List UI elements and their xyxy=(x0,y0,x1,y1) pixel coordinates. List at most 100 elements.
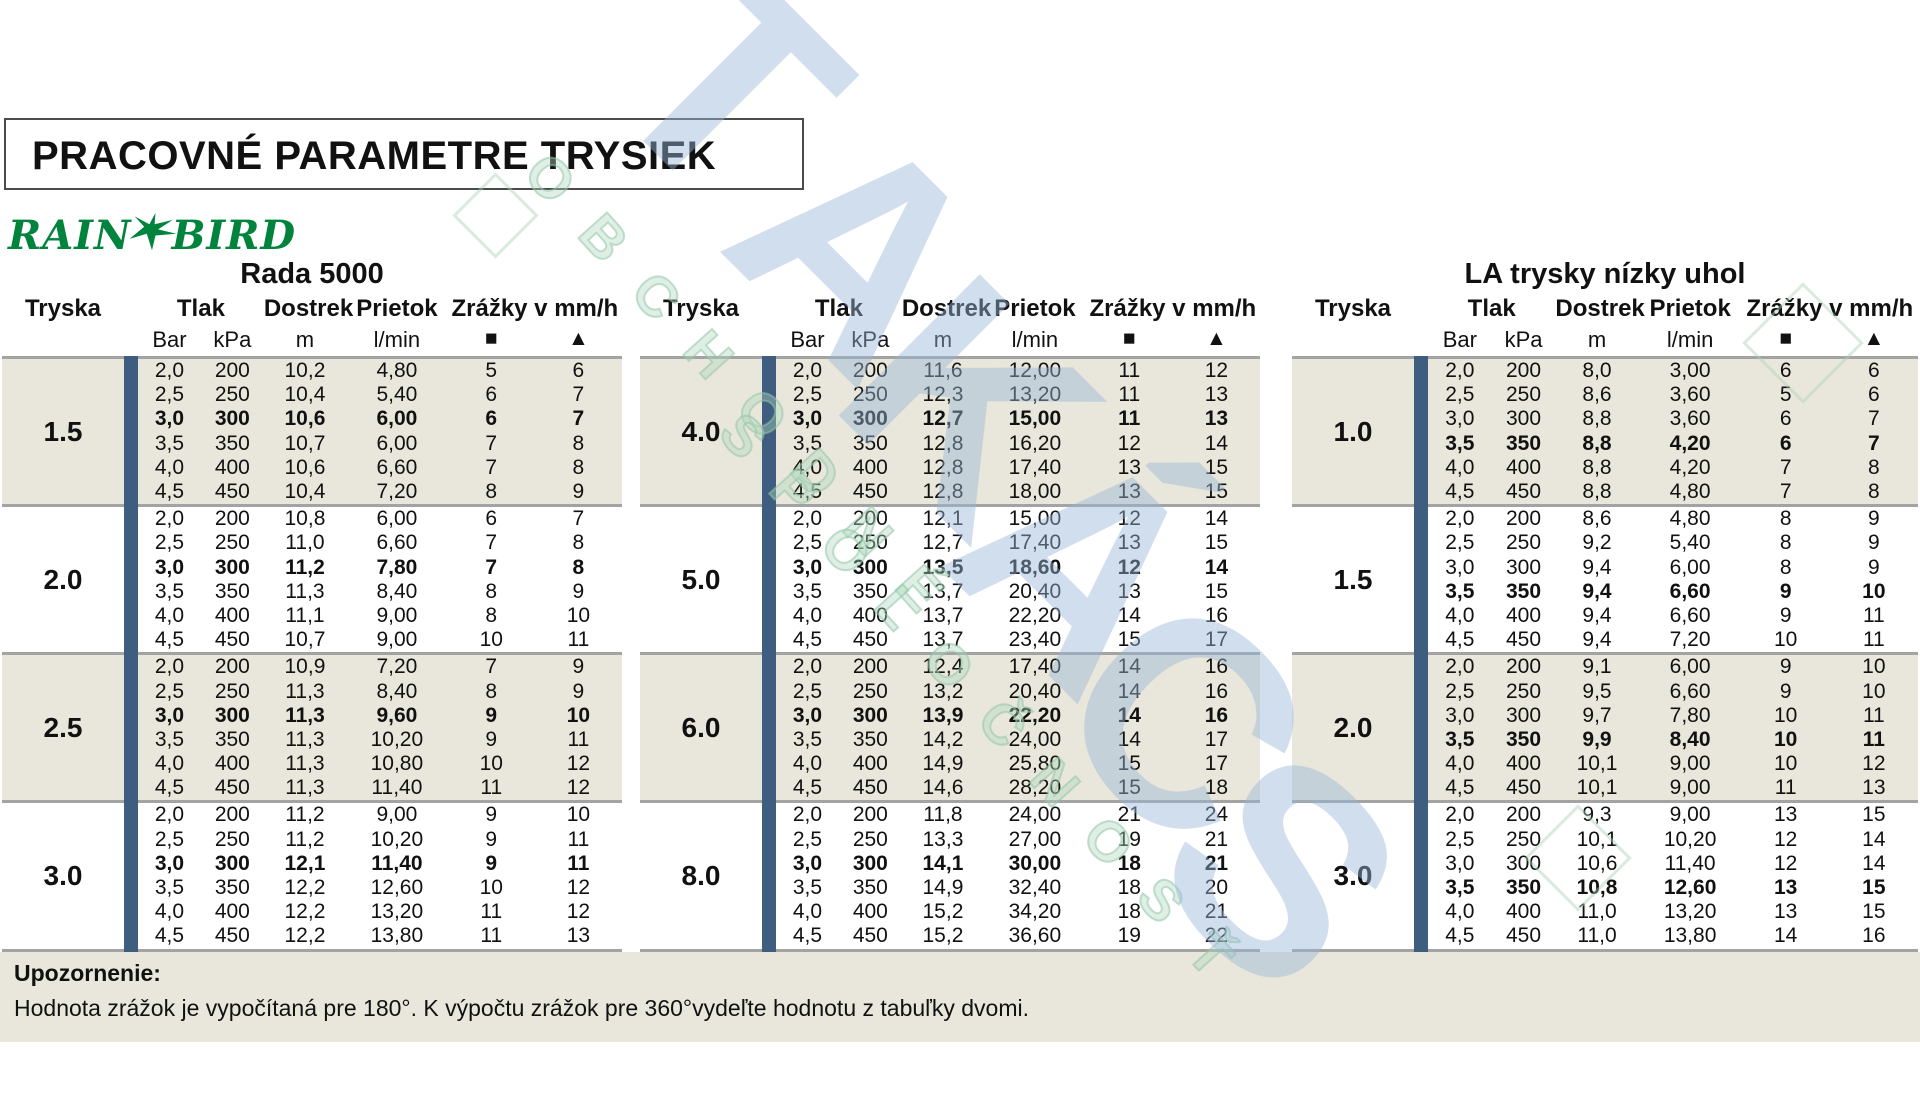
cell-zrazky-triangle: 10 xyxy=(566,603,591,627)
cell-bar: 4,5 xyxy=(154,776,185,800)
cell-bar: 3,0 xyxy=(792,703,823,727)
cell-dostrek-m: 12,1 xyxy=(922,507,964,531)
cell-prietok-lmin: 27,00 xyxy=(1008,827,1062,851)
col-header-zrazky: Zrážky v mm/h xyxy=(1746,295,1914,322)
cell-dostrek-m: 11,3 xyxy=(285,679,325,703)
cell-kpa: 400 xyxy=(214,603,250,627)
cell-zrazky-square: 8 xyxy=(1779,507,1792,531)
cell-dostrek-m: 10,1 xyxy=(1576,776,1618,800)
cell-zrazky-triangle: 14 xyxy=(1204,507,1229,531)
cell-kpa: 350 xyxy=(852,876,888,900)
cell-dostrek-m: 10,4 xyxy=(284,480,326,504)
cell-zrazky-square: 6 xyxy=(485,383,498,407)
cell-bar: 2,0 xyxy=(154,507,185,531)
cell-kpa: 400 xyxy=(852,900,888,924)
cell-zrazky-triangle: 13 xyxy=(566,924,591,948)
cell-zrazky-triangle: 8 xyxy=(1868,480,1880,504)
table-row: 4,5 450 11,0 13,80 14 16 xyxy=(1428,924,1918,948)
subheader-data-columns: Bar kPa m l/min ■ ▲ xyxy=(138,327,622,353)
table-row: 4,0 400 8,8 4,20 7 8 xyxy=(1428,456,1918,480)
table-row: 3,5 350 10,7 6,00 7 8 xyxy=(138,432,622,456)
cell-prietok-lmin: 25,80 xyxy=(1008,752,1062,776)
cell-kpa: 200 xyxy=(1506,507,1542,531)
cell-kpa: 300 xyxy=(214,703,250,727)
cell-zrazky-triangle: 14 xyxy=(1204,431,1229,455)
cell-prietok-lmin: 22,20 xyxy=(1008,603,1062,627)
cell-bar: 3,0 xyxy=(154,555,185,579)
table-row: 2,5 250 13,2 20,40 14 16 xyxy=(776,679,1260,703)
ptable-1: Tryska Tlak Dostrek Prietok Zrážky v mm/h Bar… xyxy=(640,258,1260,952)
cell-dostrek-m: 10,1 xyxy=(1576,752,1618,776)
cell-bar: 2,0 xyxy=(154,655,185,679)
cell-bar: 3,0 xyxy=(154,407,185,431)
cell-bar: 2,5 xyxy=(154,827,185,851)
cell-dostrek-m: 9,3 xyxy=(1582,803,1612,827)
cell-bar: 2,5 xyxy=(792,531,823,555)
cell-bar: 2,0 xyxy=(1445,359,1475,383)
cell-prietok-lmin: 3,60 xyxy=(1669,383,1711,407)
cell-dostrek-m: 11,8 xyxy=(923,803,963,827)
group-rows: 2,0 200 10,2 4,80 5 6 2,5 250 10,4 5,40 6 7 3,0 300 10… xyxy=(138,359,622,504)
cell-dostrek-m: 9,9 xyxy=(1582,727,1612,751)
cell-kpa: 450 xyxy=(1506,776,1542,800)
cell-dostrek-m: 15,2 xyxy=(922,924,964,948)
cell-bar: 3,5 xyxy=(1445,579,1475,603)
cell-kpa: 400 xyxy=(1506,900,1542,924)
cell-prietok-lmin: 4,20 xyxy=(1669,431,1711,455)
cell-bar: 4,5 xyxy=(154,628,185,652)
cell-bar: 4,0 xyxy=(792,752,823,776)
cell-bar: 2,5 xyxy=(1445,827,1475,851)
cell-zrazky-square: 10 xyxy=(1773,752,1798,776)
cell-bar: 3,5 xyxy=(792,876,823,900)
cell-prietok-lmin: 17,40 xyxy=(1008,655,1062,679)
cell-zrazky-square: 15 xyxy=(1117,752,1141,776)
col-header-dostrek: Dostrek xyxy=(263,295,354,322)
nozzle-size-label: 1.0 xyxy=(1333,415,1373,447)
nozzle-size-label: 2.0 xyxy=(43,563,83,595)
table-row: 4,5 450 10,4 7,20 8 9 xyxy=(138,480,622,504)
blue-divider-bar xyxy=(762,356,776,952)
cell-dostrek-m: 12,2 xyxy=(284,924,326,948)
cell-zrazky-square: 14 xyxy=(1117,703,1141,727)
cell-zrazky-triangle: 7 xyxy=(1868,431,1880,455)
cell-prietok-lmin: 18,00 xyxy=(1008,480,1062,504)
cell-kpa: 450 xyxy=(214,480,250,504)
cell-prietok-lmin: 11,40 xyxy=(1664,851,1716,875)
cell-zrazky-triangle: 11 xyxy=(1862,727,1885,751)
nozzle-group-3.0: 3.0 2,0 200 11,2 9,00 9 10 2,5 250 11,2 10,20 9 11 3,… xyxy=(2,803,622,952)
cell-prietok-lmin: 9,00 xyxy=(1669,776,1711,800)
cell-zrazky-square: 19 xyxy=(1117,924,1141,948)
cell-prietok-lmin: 13,80 xyxy=(1663,924,1717,948)
cell-zrazky-square: 9 xyxy=(485,703,498,727)
cell-bar: 2,5 xyxy=(792,827,823,851)
table-row: 4,0 400 11,1 9,00 8 10 xyxy=(138,604,622,628)
cell-dostrek-m: 12,8 xyxy=(922,480,964,504)
group-rows: 2,0 200 12,4 17,40 14 16 2,5 250 13,2 20,40 14 16 3,… xyxy=(776,655,1260,800)
cell-kpa: 200 xyxy=(214,803,250,827)
cell-prietok-lmin: 7,20 xyxy=(376,480,418,504)
blue-divider-bar xyxy=(124,356,138,952)
cell-zrazky-triangle: 7 xyxy=(572,507,585,531)
cell-prietok-lmin: 22,20 xyxy=(1008,703,1062,727)
cell-kpa: 300 xyxy=(214,851,250,875)
logo-word-rain: RAIN xyxy=(8,211,132,259)
cell-kpa: 200 xyxy=(214,655,250,679)
table-header-row: Tryska Tlak Dostrek Prietok Zrážky v mm/h xyxy=(1292,294,1918,324)
col-subheader-kpa: kPa xyxy=(1504,327,1543,352)
cell-kpa: 250 xyxy=(852,679,888,703)
col-subheader-lmin: l/min xyxy=(1666,327,1714,352)
cell-kpa: 400 xyxy=(214,752,250,776)
table-header-row: Tryska Tlak Dostrek Prietok Zrážky v mm/h xyxy=(640,294,1260,324)
subheader-data-columns: Bar kPa m l/min ■ ▲ xyxy=(776,327,1260,353)
table-title xyxy=(640,258,1260,294)
cell-kpa: 300 xyxy=(852,407,888,431)
cell-zrazky-triangle: 10 xyxy=(1862,579,1886,603)
cell-dostrek-m: 10,4 xyxy=(284,383,326,407)
cell-kpa: 400 xyxy=(852,455,888,479)
cell-kpa: 300 xyxy=(214,407,250,431)
cell-bar: 3,0 xyxy=(1445,851,1475,875)
cell-kpa: 450 xyxy=(852,776,888,800)
cell-zrazky-triangle: 22 xyxy=(1204,924,1229,948)
cell-dostrek-m: 13,3 xyxy=(922,827,964,851)
cell-dostrek-m: 9,7 xyxy=(1582,703,1612,727)
